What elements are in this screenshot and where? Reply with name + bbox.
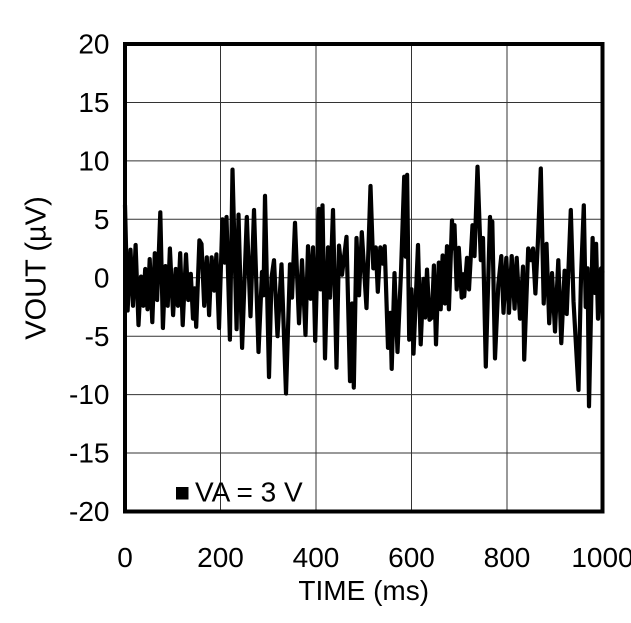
svg-text:800: 800: [484, 542, 531, 573]
svg-text:-15: -15: [69, 438, 109, 469]
svg-text:5: 5: [94, 204, 110, 235]
svg-text:VOUT (µV): VOUT (µV): [21, 196, 53, 339]
svg-text:10: 10: [78, 146, 109, 177]
svg-text:-10: -10: [69, 379, 109, 410]
svg-text:0: 0: [94, 262, 110, 293]
svg-text:15: 15: [78, 87, 109, 118]
svg-text:-20: -20: [69, 496, 109, 527]
svg-text:600: 600: [388, 542, 435, 573]
svg-text:TIME (ms): TIME (ms): [298, 575, 429, 606]
svg-text:1000: 1000: [571, 542, 631, 573]
svg-text:200: 200: [197, 542, 244, 573]
svg-text:-5: -5: [85, 321, 110, 352]
svg-text:400: 400: [293, 542, 340, 573]
svg-text:VA = 3 V: VA = 3 V: [195, 477, 303, 508]
svg-text:0: 0: [117, 542, 133, 573]
svg-text:20: 20: [78, 29, 109, 60]
